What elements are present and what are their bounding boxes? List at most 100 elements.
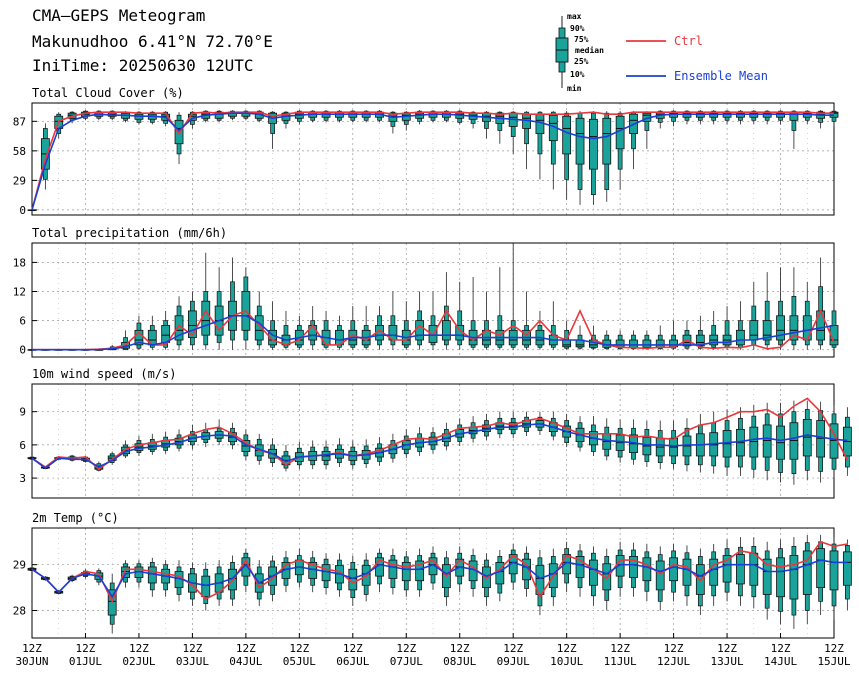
x-tick-hour: 12Z [182, 642, 202, 655]
panel-2-box-iqr [562, 339, 572, 348]
panel-4-box-iqr [482, 566, 491, 588]
panel-4-box-iqr [842, 551, 852, 586]
panel-4-box-iqr [682, 558, 692, 586]
panel-4-box-iqr [829, 550, 839, 591]
panel-4-box-iqr [535, 565, 545, 595]
x-tick-date: 05JUL [283, 655, 316, 668]
panel-1-ytick-label: 29 [13, 174, 26, 187]
panel-4-box-iqr [629, 556, 638, 578]
panel-3-box-iqr [789, 422, 799, 460]
x-tick-date: 13JUL [711, 655, 744, 668]
x-tick-date: 07JUL [390, 655, 423, 668]
panel-4-box-iqr [762, 558, 772, 595]
x-tick-date: 30JUN [15, 655, 48, 668]
panel-3-ytick-label: 3 [19, 472, 26, 485]
location-label: Makunudhoo 6.41°N 72.70°E [32, 32, 273, 51]
panel-3-ytick-label: 9 [19, 406, 26, 419]
panel-4-box-iqr [415, 560, 425, 582]
panel-1-frame [31, 102, 835, 216]
panel-2-ytick-label: 0 [19, 344, 26, 357]
panel-2-box-iqr [201, 300, 211, 336]
panel-3-title: 10m wind speed (m/s) [32, 367, 177, 381]
panel-1-ytick-label: 87 [13, 115, 26, 128]
panel-3-box-iqr [749, 426, 759, 458]
panel-4-box-iqr [562, 554, 572, 575]
x-tick-date: 10JUL [550, 655, 583, 668]
panel-4-ytick-label: 28 [13, 605, 26, 618]
panel-2-box-iqr [415, 320, 425, 341]
x-tick-date: 04JUL [229, 655, 262, 668]
panel-4-box-iqr [388, 559, 398, 579]
legend-mean-label: Ensemble Mean [674, 69, 768, 83]
x-tick-date: 15JUL [817, 655, 850, 668]
panel-2-box-iqr [762, 320, 772, 341]
panel-1-box-iqr [789, 111, 799, 121]
panel-4-box-iqr [789, 555, 799, 600]
panel-2-box-iqr [134, 329, 144, 346]
panel-1-box-iqr [575, 117, 585, 165]
panel-4-box-iqr [776, 557, 785, 598]
x-tick-hour: 12Z [664, 642, 684, 655]
panel-1-ctrl-line [31, 111, 834, 211]
x-tick-hour: 12Z [557, 642, 577, 655]
panel-2-box-iqr [829, 325, 839, 346]
panel-3-box-iqr [816, 420, 826, 458]
panel-3-ytick-label: 6 [19, 439, 26, 452]
panel-4-ytick-label: 29 [13, 559, 26, 572]
panel-2-box-iqr [749, 320, 759, 341]
panel-2-box-iqr [187, 310, 197, 338]
panel-2-ytick-label: 18 [13, 256, 26, 269]
x-tick-date: 01JUL [69, 655, 102, 668]
x-tick-date: 03JUL [176, 655, 209, 668]
x-tick-hour: 12Z [236, 642, 256, 655]
x-tick-date: 11JUL [604, 655, 637, 668]
x-tick-date: 12JUL [657, 655, 690, 668]
x-tick-date: 14JUL [764, 655, 797, 668]
panel-2-box-iqr [695, 334, 705, 347]
x-tick-hour: 12Z [396, 642, 416, 655]
init-time-label: IniTime: 20250630 12UTC [32, 56, 254, 75]
panel-4-box-iqr [589, 559, 598, 586]
panel-4-title: 2m Temp (°C) [32, 511, 119, 525]
panel-2-ytick-label: 12 [13, 286, 26, 299]
panel-4-box-iqr [802, 550, 812, 595]
panel-4-mean-line [31, 559, 848, 599]
legend-box-label: min [567, 83, 582, 93]
panel-1-box-iqr [602, 117, 612, 165]
chart-title: CMA—GEPS Meteogram [32, 6, 206, 25]
legend-box-label: 25% [574, 57, 589, 66]
panel-4-box-iqr [401, 561, 411, 582]
panel-4-box-iqr [655, 560, 665, 591]
panel-1-box-iqr [589, 118, 598, 170]
panel-4-box-iqr [281, 561, 291, 579]
legend-box-label: max [567, 12, 582, 21]
panel-3-mean-line [31, 422, 848, 470]
panel-1-box-iqr [562, 115, 572, 155]
x-tick-hour: 12Z [717, 642, 737, 655]
panel-2-box-iqr [254, 315, 264, 341]
panel-2-box-iqr [642, 339, 652, 348]
x-tick-hour: 12Z [503, 642, 523, 655]
panel-2-title: Total precipitation (mm/6h) [32, 226, 227, 240]
x-tick-date: 08JUL [443, 655, 476, 668]
x-tick-hour: 12Z [22, 642, 42, 655]
panel-2-box-iqr [789, 315, 799, 341]
panel-2-ytick-label: 6 [19, 315, 26, 328]
panel-4-box-iqr [642, 557, 652, 582]
x-tick-date: 06JUL [336, 655, 369, 668]
panel-2-mean-line [32, 314, 835, 351]
panel-3-box-iqr [802, 419, 812, 457]
legend-ctrl-label: Ctrl [674, 34, 703, 48]
panel-2-box-iqr [776, 315, 785, 341]
panel-2-box-iqr [268, 329, 278, 346]
panel-2-box-iqr [441, 320, 451, 341]
panel-4-box-iqr [669, 557, 678, 582]
panel-4-box-iqr [201, 575, 211, 598]
panel-4-box-iqr [722, 555, 732, 583]
x-tick-hour: 12Z [771, 642, 791, 655]
panel-1-mean-line [31, 112, 834, 211]
x-tick-hour: 12Z [76, 642, 96, 655]
legend-box-label: median [575, 45, 604, 55]
panel-1-box-outer [791, 110, 797, 131]
